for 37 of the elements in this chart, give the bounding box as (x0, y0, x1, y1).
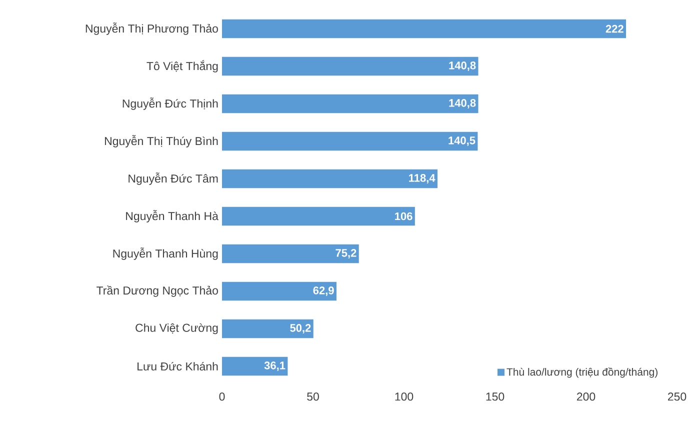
data-label: 222 (606, 24, 624, 33)
x-tick-label: 50 (307, 392, 319, 401)
data-label: 118,4 (409, 174, 436, 184)
data-label: 50,2 (290, 324, 311, 334)
y-tick-label: Nguyễn Đức Thịnh (122, 98, 218, 110)
bar (222, 244, 359, 264)
data-label: 140,5 (448, 136, 476, 146)
data-label: 140,8 (449, 99, 476, 108)
y-tick-label: Tô Việt Thắng (146, 60, 218, 72)
data-label: 62,9 (313, 286, 334, 296)
data-label: 106 (395, 212, 412, 220)
y-tick-label: Trần Dương Ngọc Thảo (96, 286, 218, 297)
x-tick-label: 250 (668, 392, 686, 401)
data-label: 140,8 (449, 62, 476, 71)
y-tick-label: Nguyễn Thị Phương Thảo (86, 22, 218, 35)
legend-label: Thù lao/lương (triệu đồng/tháng) (506, 368, 658, 378)
bar (222, 19, 626, 38)
y-tick-label: Nguyễn Đức Tâm (128, 172, 218, 185)
bar (222, 319, 314, 338)
bar (222, 206, 415, 226)
y-tick-label: Nguyễn Thanh Hà (126, 210, 218, 222)
x-tick-label: 150 (486, 392, 504, 401)
y-tick-label: Nguyễn Thị Thúy Bình (104, 135, 218, 148)
bar (222, 282, 336, 301)
x-tick-label: 100 (395, 392, 414, 401)
y-tick-label: Lưu Đức Khánh (138, 362, 218, 371)
bar (222, 56, 478, 76)
y-tick-label: Chu Việt Cường (136, 323, 218, 334)
bar (222, 356, 288, 376)
data-label: 36,1 (264, 362, 286, 371)
bar (222, 169, 438, 188)
bar (222, 94, 478, 114)
bar (222, 132, 478, 151)
y-tick-label: Nguyễn Thanh Hùng (113, 248, 218, 260)
x-tick-label: 0 (219, 392, 225, 401)
x-tick-label: 200 (576, 392, 596, 401)
data-label: 75,2 (336, 249, 356, 258)
